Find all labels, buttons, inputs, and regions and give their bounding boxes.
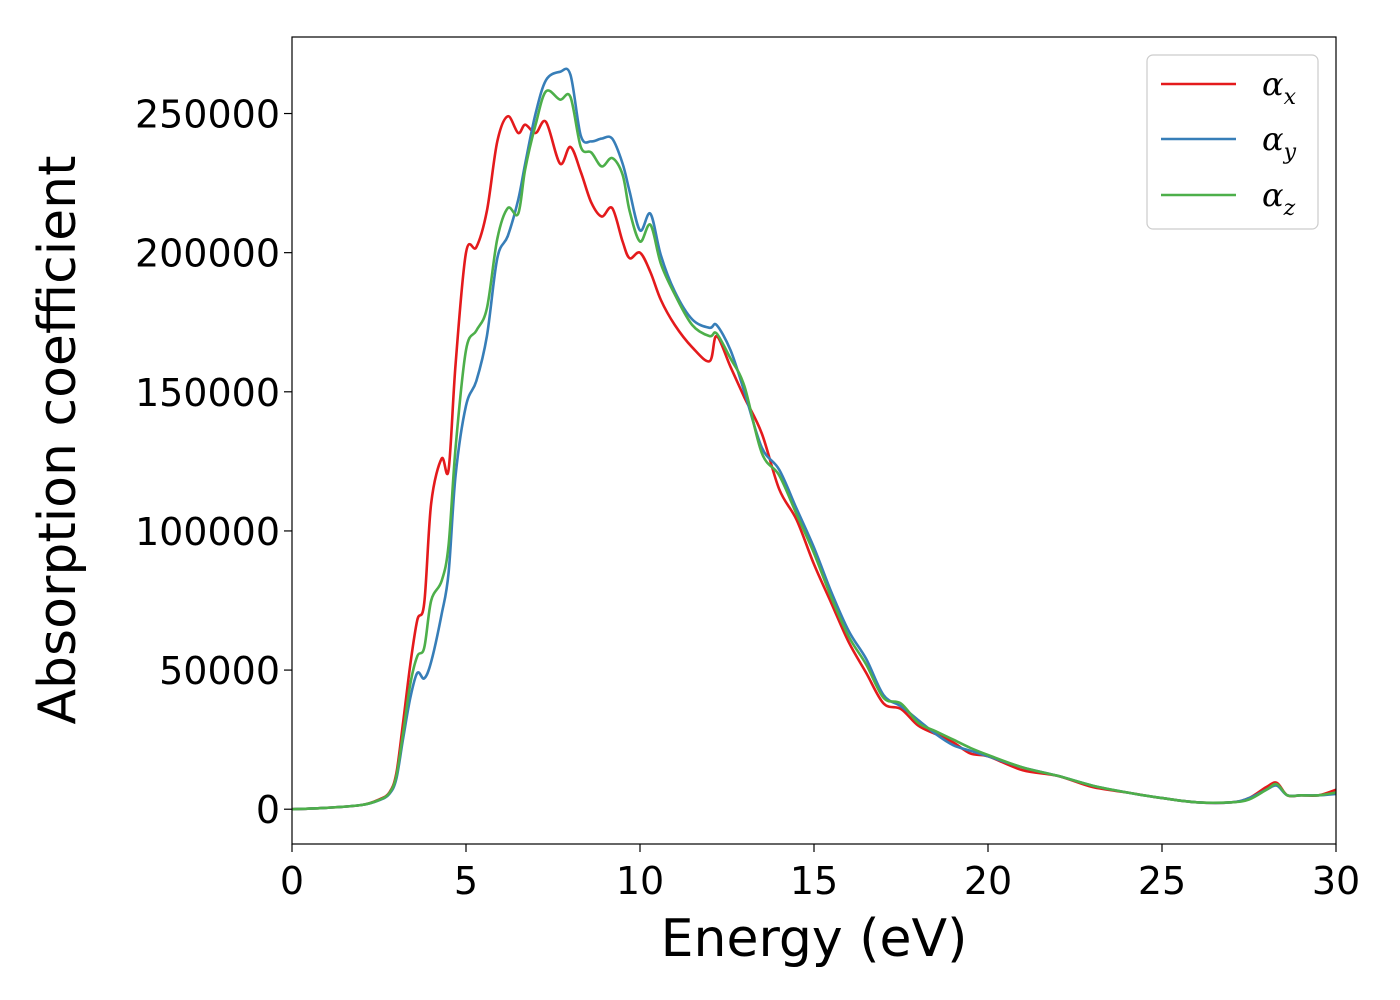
x-tick-label: 15 [790,859,838,903]
x-axis: 0 5 10 15 20 25 30 [280,844,1360,903]
x-axis-label: Energy (eV) [661,909,968,969]
y-tick-label: 0 [256,788,280,832]
legend-label-z: αz [1262,176,1296,221]
x-tick-label: 5 [454,859,478,903]
y-axis-label: Absorption coefficient [28,155,88,724]
y-tick-label: 150000 [135,371,280,415]
x-tick-label: 0 [280,859,304,903]
legend-box [1146,54,1319,230]
x-tick-label: 25 [1138,859,1186,903]
x-tick-label: 10 [616,859,664,903]
legend-label-x: αx [1262,65,1297,110]
x-tick-label: 30 [1312,859,1360,903]
x-tick-label: 20 [964,859,1012,903]
series-line-z [291,89,1337,811]
legend-label-y: αy [1262,120,1297,165]
series-layer [291,67,1337,811]
y-axis: 0 50000 100000 150000 200000 250000 [135,93,292,832]
y-tick-label: 50000 [159,649,280,693]
y-tick-label: 200000 [135,232,280,276]
legend: αx αy αz [1146,54,1319,230]
y-tick-label: 100000 [135,510,280,554]
y-tick-label: 250000 [135,93,280,137]
